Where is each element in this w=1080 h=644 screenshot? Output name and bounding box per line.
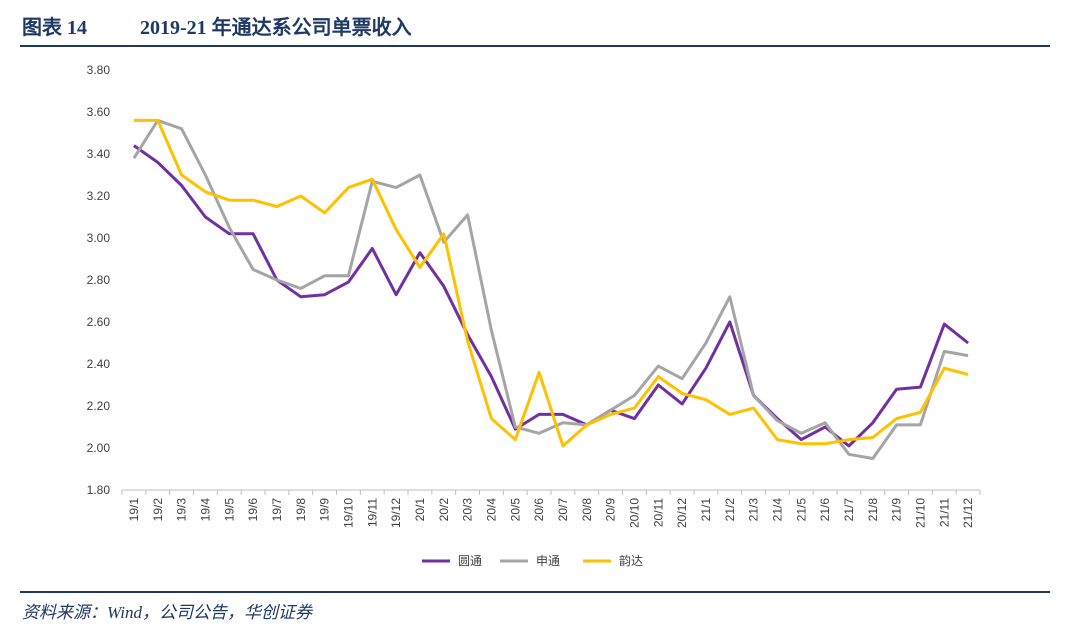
x-tick-label: 20/5 (508, 498, 522, 522)
x-tick-label: 19/1 (127, 498, 141, 522)
x-tick-label: 20/3 (461, 498, 475, 522)
y-tick-label: 2.60 (87, 315, 111, 329)
x-tick-label: 19/11 (365, 498, 379, 527)
x-tick-label: 19/12 (389, 498, 403, 528)
x-tick-label: 20/1 (413, 498, 427, 522)
x-tick-label: 20/7 (556, 498, 570, 522)
series-line (133, 118, 969, 448)
x-tick-label: 21/10 (913, 498, 927, 528)
x-tick-label: 19/7 (270, 498, 284, 522)
y-tick-label: 2.80 (87, 273, 111, 287)
legend-label: 韵达 (619, 553, 643, 568)
x-tick-label: 21/11 (937, 498, 951, 527)
y-tick-label: 3.40 (87, 147, 111, 161)
y-tick-label: 3.20 (87, 189, 111, 203)
series-line (133, 144, 970, 448)
y-tick-label: 3.60 (87, 105, 111, 119)
x-tick-label: 21/4 (770, 498, 784, 522)
x-tick-label: 20/9 (604, 498, 618, 522)
y-tick-label: 2.00 (87, 441, 111, 455)
y-tick-label: 3.00 (87, 231, 111, 245)
x-tick-label: 19/4 (198, 498, 212, 522)
y-tick-label: 2.40 (87, 357, 111, 371)
x-tick-label: 19/6 (246, 498, 260, 522)
x-tick-label: 19/3 (175, 498, 189, 522)
y-tick-label: 1.80 (87, 483, 111, 497)
x-tick-label: 19/9 (318, 498, 332, 522)
x-tick-label: 20/10 (627, 498, 641, 528)
legend-label: 申通 (536, 554, 560, 568)
x-tick-label: 19/8 (294, 498, 308, 522)
legend-label: 圆通 (458, 554, 482, 568)
x-tick-label: 19/10 (341, 498, 355, 528)
x-tick-label: 19/5 (222, 498, 236, 522)
x-tick-label: 21/9 (890, 498, 904, 522)
x-tick-label: 20/12 (675, 498, 689, 528)
x-tick-label: 21/7 (842, 498, 856, 522)
x-tick-label: 21/8 (866, 498, 880, 522)
chart-title: 2019-21 年通达系公司单票收入 (140, 15, 412, 39)
x-tick-label: 21/12 (961, 498, 975, 528)
x-tick-label: 21/5 (794, 498, 808, 522)
x-tick-label: 19/2 (151, 498, 165, 522)
y-tick-label: 3.80 (87, 63, 111, 77)
x-tick-label: 21/2 (723, 498, 737, 522)
series-line (132, 118, 969, 460)
x-tick-label: 20/6 (532, 498, 546, 522)
figure-label: 图表 14 (22, 15, 87, 39)
x-tick-label: 20/4 (484, 498, 498, 522)
x-tick-label: 21/1 (699, 498, 713, 522)
x-tick-label: 21/6 (818, 498, 832, 522)
x-tick-label: 20/11 (651, 498, 665, 527)
y-tick-label: 2.20 (87, 399, 111, 413)
x-tick-label: 20/2 (437, 498, 451, 522)
source: 资料来源：Wind，公司公告，华创证券 (22, 603, 314, 622)
x-tick-label: 20/8 (580, 498, 594, 522)
x-tick-label: 21/3 (747, 498, 761, 522)
